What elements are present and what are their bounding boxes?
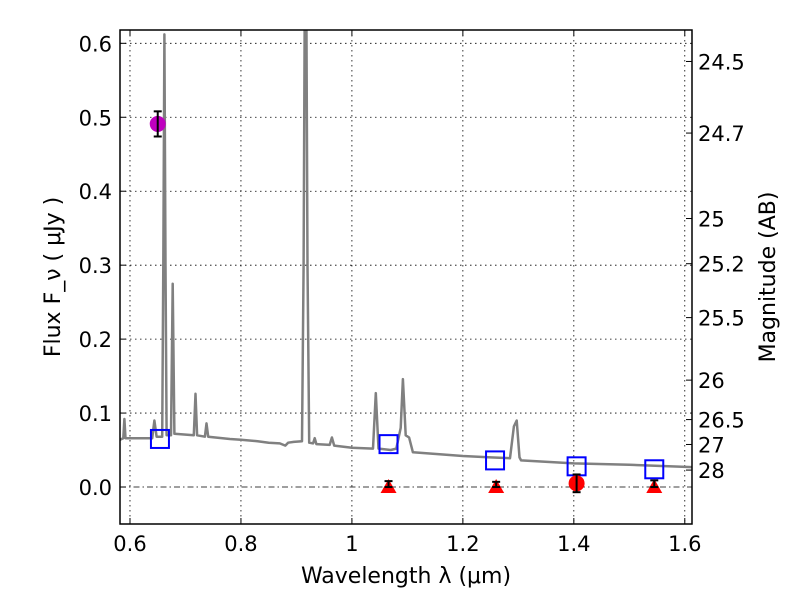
ticks: 0.6 0.8 1 1.2 1.4 1.6 0.0 0.1 0.2 0.3 0.4 0.5 0.6 24.… (79, 30, 745, 556)
plot-area (120, 30, 692, 494)
y-tick-label: 0.4 (79, 180, 112, 204)
y-tick-label: 0.0 (79, 476, 112, 500)
y-tick-label: 0.3 (79, 254, 112, 278)
y-tick-label: 0.1 (79, 402, 112, 426)
y-axis-right-label: Magnitude (AB) (756, 192, 781, 363)
mag-tick-label: 25.5 (698, 307, 745, 331)
spectrum-line (120, 30, 692, 469)
error-bar (572, 473, 581, 494)
mag-tick-label: 24.7 (698, 122, 745, 146)
mag-tick-label: 26 (698, 369, 725, 393)
error-bar (650, 479, 659, 489)
y-tick-label: 0.5 (79, 106, 112, 130)
grid (120, 30, 692, 524)
axes-frame (119, 29, 693, 525)
model-photometry-point (566, 456, 587, 477)
mag-tick-label: 27 (698, 433, 725, 457)
error-bar (492, 480, 501, 489)
x-tick-label: 0.6 (113, 532, 146, 556)
y-tick-label: 0.2 (79, 328, 112, 352)
model-photometry-point (378, 434, 399, 455)
x-tick-label: 1.2 (446, 532, 479, 556)
x-tick-label: 1.4 (557, 532, 590, 556)
x-tick-label: 0.8 (224, 532, 257, 556)
mag-tick-label: 25.2 (698, 253, 745, 277)
y-axis-label: Flux F_ν ( μJy ) (41, 197, 66, 357)
model-photometry-point (485, 450, 506, 471)
model-photometry-point (644, 459, 665, 480)
x-axis-label: Wavelength λ (μm) (301, 564, 511, 589)
y-tick-label: 0.6 (79, 32, 112, 56)
model-photometry-point (149, 428, 170, 449)
mag-tick-label: 28 (698, 459, 725, 483)
x-tick-label: 1 (345, 532, 358, 556)
mag-tick-label: 25 (698, 208, 725, 232)
error-bar (153, 110, 162, 138)
mag-tick-label: 26.5 (698, 409, 745, 433)
error-bar (384, 480, 393, 489)
mag-tick-label: 24.5 (698, 50, 745, 74)
x-tick-label: 1.6 (668, 532, 701, 556)
